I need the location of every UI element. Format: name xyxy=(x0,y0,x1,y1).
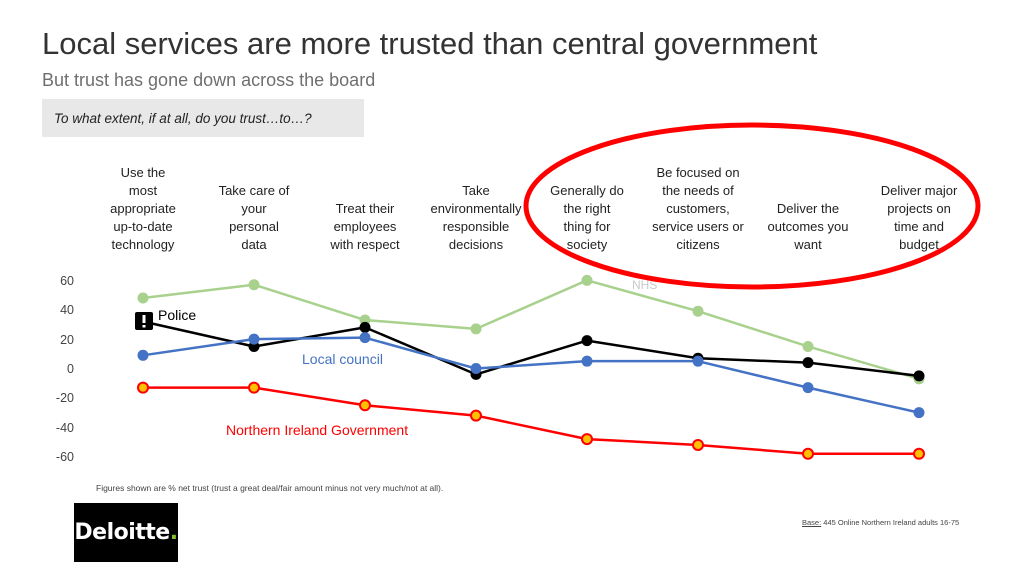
y-tick-label: 0 xyxy=(67,362,74,376)
ni-government-point xyxy=(913,447,925,460)
nhs-line xyxy=(142,279,920,381)
category-label: Generally do the right thing for society xyxy=(532,182,642,254)
ni-government-point xyxy=(137,381,149,394)
category-label-line: customers, xyxy=(666,201,730,216)
police-point xyxy=(913,370,925,382)
y-tick-label: 40 xyxy=(60,303,74,318)
page-title: Local services are more trusted than cen… xyxy=(42,26,818,61)
ni-government-point xyxy=(802,447,814,460)
y-tick-label: -20 xyxy=(55,391,74,406)
category-label-line: the needs of xyxy=(662,183,734,198)
ni-government-point xyxy=(359,399,371,412)
category-label-line: Be focused on xyxy=(656,165,740,180)
category-label-line: Use the xyxy=(120,165,166,180)
y-tick-label: -40 xyxy=(55,420,74,435)
category-label-line: projects on xyxy=(887,201,951,216)
category-label: Use the most appropriate up-to-date technolo… xyxy=(88,164,198,254)
category-label-line: Generally do xyxy=(550,183,624,198)
local-council-series-label: Local council xyxy=(302,351,383,367)
police-icon-mark xyxy=(142,325,146,328)
category-label-line: budget xyxy=(899,237,939,252)
local-council-point xyxy=(470,363,482,375)
category-label-line: time and xyxy=(894,219,944,234)
y-tick-label: 20 xyxy=(60,332,74,347)
page-subtitle: But trust has gone down across the board xyxy=(42,70,376,90)
police-point xyxy=(581,335,593,347)
category-label-line: want xyxy=(794,237,822,252)
category-label-line: employees xyxy=(333,219,397,234)
y-tick-label: -60 xyxy=(55,450,74,465)
category-label-line: responsible xyxy=(442,219,510,234)
category-label: Deliver the outcomes you want xyxy=(753,200,863,254)
ni-government-point xyxy=(248,381,260,394)
nhs-point xyxy=(470,323,482,335)
category-label-line: personal xyxy=(229,219,279,234)
local-council-point xyxy=(913,407,925,419)
ni-government-series-label: Northern Ireland Government xyxy=(226,422,408,438)
logo-text: Deloitte xyxy=(74,520,170,545)
local-council-point xyxy=(359,332,371,344)
category-label-line: up-to-date xyxy=(113,219,173,234)
ni-government-point xyxy=(581,433,593,446)
police-point xyxy=(359,321,371,333)
category-label-line: outcomes you xyxy=(767,219,849,234)
category-label: Take environmentally responsible decisions xyxy=(421,182,531,254)
nhs-point xyxy=(248,279,260,291)
category-label-line: technology xyxy=(111,237,175,252)
y-tick-label: 60 xyxy=(60,273,74,288)
nhs-series-label: NHS xyxy=(632,278,657,292)
nhs-point xyxy=(692,305,704,317)
base-text: 445 Online Northern Ireland adults 16-75 xyxy=(821,518,960,527)
police-line xyxy=(142,320,920,378)
category-label: Be focused on the needs of customers, servi… xyxy=(643,164,753,254)
nhs-point xyxy=(802,340,814,352)
nhs-point xyxy=(581,274,593,286)
police-point xyxy=(802,357,814,369)
northern-ireland-government-line xyxy=(143,386,919,456)
logo-dot: . xyxy=(169,520,178,545)
category-label-line: Deliver major xyxy=(880,183,958,198)
local-council-point xyxy=(802,382,814,394)
category-label-line: your xyxy=(241,201,267,216)
category-label-line: environmentally xyxy=(430,201,522,216)
category-label-line: Take care of xyxy=(218,183,290,198)
police-icon-mark xyxy=(142,315,146,323)
question-box: To what extent, if at all, do you trust…… xyxy=(42,99,364,137)
base-note: Base: 445 Online Northern Ireland adults… xyxy=(802,518,959,527)
category-label-line: data xyxy=(241,237,267,252)
category-label-line: Deliver the xyxy=(776,201,840,216)
category-label-line: most xyxy=(128,183,158,198)
footnote: Figures shown are % net trust (trust a g… xyxy=(96,483,444,493)
category-label-line: decisions xyxy=(448,237,504,252)
category-label-line: with respect xyxy=(330,237,400,252)
highlight-ellipse xyxy=(523,122,981,290)
category-label-line: Take xyxy=(462,183,490,198)
ni-government-point xyxy=(692,438,704,451)
local-council-line xyxy=(142,336,920,414)
category-label: Treat their employees with respect xyxy=(310,200,420,254)
category-label-line: appropriate xyxy=(110,201,176,216)
category-label-line: thing for xyxy=(563,219,611,234)
category-label-line: society xyxy=(566,237,608,252)
category-label-line: the right xyxy=(563,201,611,216)
category-label: Deliver major projects on time and budget xyxy=(864,182,974,254)
category-label-line: service users or xyxy=(652,219,744,234)
local-council-point xyxy=(581,355,593,367)
deloitte-logo: Deloitte. xyxy=(74,503,178,562)
category-label-line: citizens xyxy=(676,237,720,252)
category-label: Take care of your personal data xyxy=(199,182,309,254)
local-council-point xyxy=(692,355,704,367)
ni-government-point xyxy=(470,409,482,422)
nhs-point xyxy=(137,292,149,304)
local-council-point xyxy=(137,349,149,361)
police-series-label: Police xyxy=(158,307,196,323)
local-council-point xyxy=(248,333,260,345)
base-label: Base: xyxy=(802,518,822,527)
category-label-line: Treat their xyxy=(335,201,395,216)
